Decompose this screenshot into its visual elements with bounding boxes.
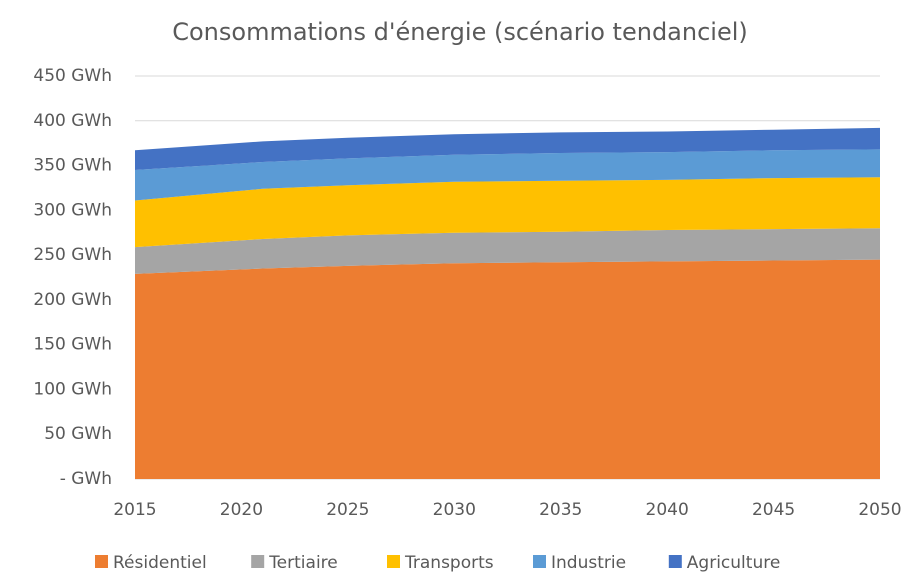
y-tick-label: 250 GWh bbox=[33, 245, 112, 265]
y-tick-label: 50 GWh bbox=[44, 424, 112, 444]
legend-label: Industrie bbox=[551, 553, 626, 573]
y-tick-label: 200 GWh bbox=[33, 290, 112, 310]
area bbox=[135, 127, 880, 170]
legend-swatch bbox=[251, 555, 265, 568]
chart-title: Consommations d'énergie (scénario tendan… bbox=[172, 18, 748, 46]
x-tick-label: 2045 bbox=[752, 500, 795, 520]
x-tick-label: 2015 bbox=[113, 500, 156, 520]
area bbox=[135, 259, 880, 479]
area bbox=[135, 149, 880, 201]
x-tick-label: 2050 bbox=[858, 500, 901, 520]
y-tick-label: 350 GWh bbox=[33, 156, 112, 176]
area bbox=[135, 228, 880, 274]
x-tick-label: 2040 bbox=[646, 500, 689, 520]
legend-swatch bbox=[533, 555, 546, 568]
y-tick-label: 450 GWh bbox=[33, 66, 112, 86]
legend-label: Transports bbox=[404, 553, 494, 573]
y-tick-label: 150 GWh bbox=[33, 335, 112, 355]
x-tick-label: 2020 bbox=[220, 500, 263, 520]
legend-label: Tertiaire bbox=[268, 553, 338, 573]
legend-label: Agriculture bbox=[687, 553, 781, 573]
legend-label: Résidentiel bbox=[113, 553, 207, 573]
area bbox=[135, 177, 880, 248]
x-tick-label: 2030 bbox=[433, 500, 476, 520]
y-tick-label: 400 GWh bbox=[33, 111, 112, 131]
x-tick-label: 2035 bbox=[539, 500, 582, 520]
legend-swatch bbox=[387, 555, 400, 568]
x-tick-label: 2025 bbox=[326, 500, 369, 520]
y-tick-label: 100 GWh bbox=[33, 379, 112, 399]
legend-swatch bbox=[95, 555, 108, 568]
y-tick-label: - GWh bbox=[60, 469, 112, 489]
y-tick-label: 300 GWh bbox=[33, 200, 112, 220]
legend-swatch bbox=[668, 555, 682, 568]
